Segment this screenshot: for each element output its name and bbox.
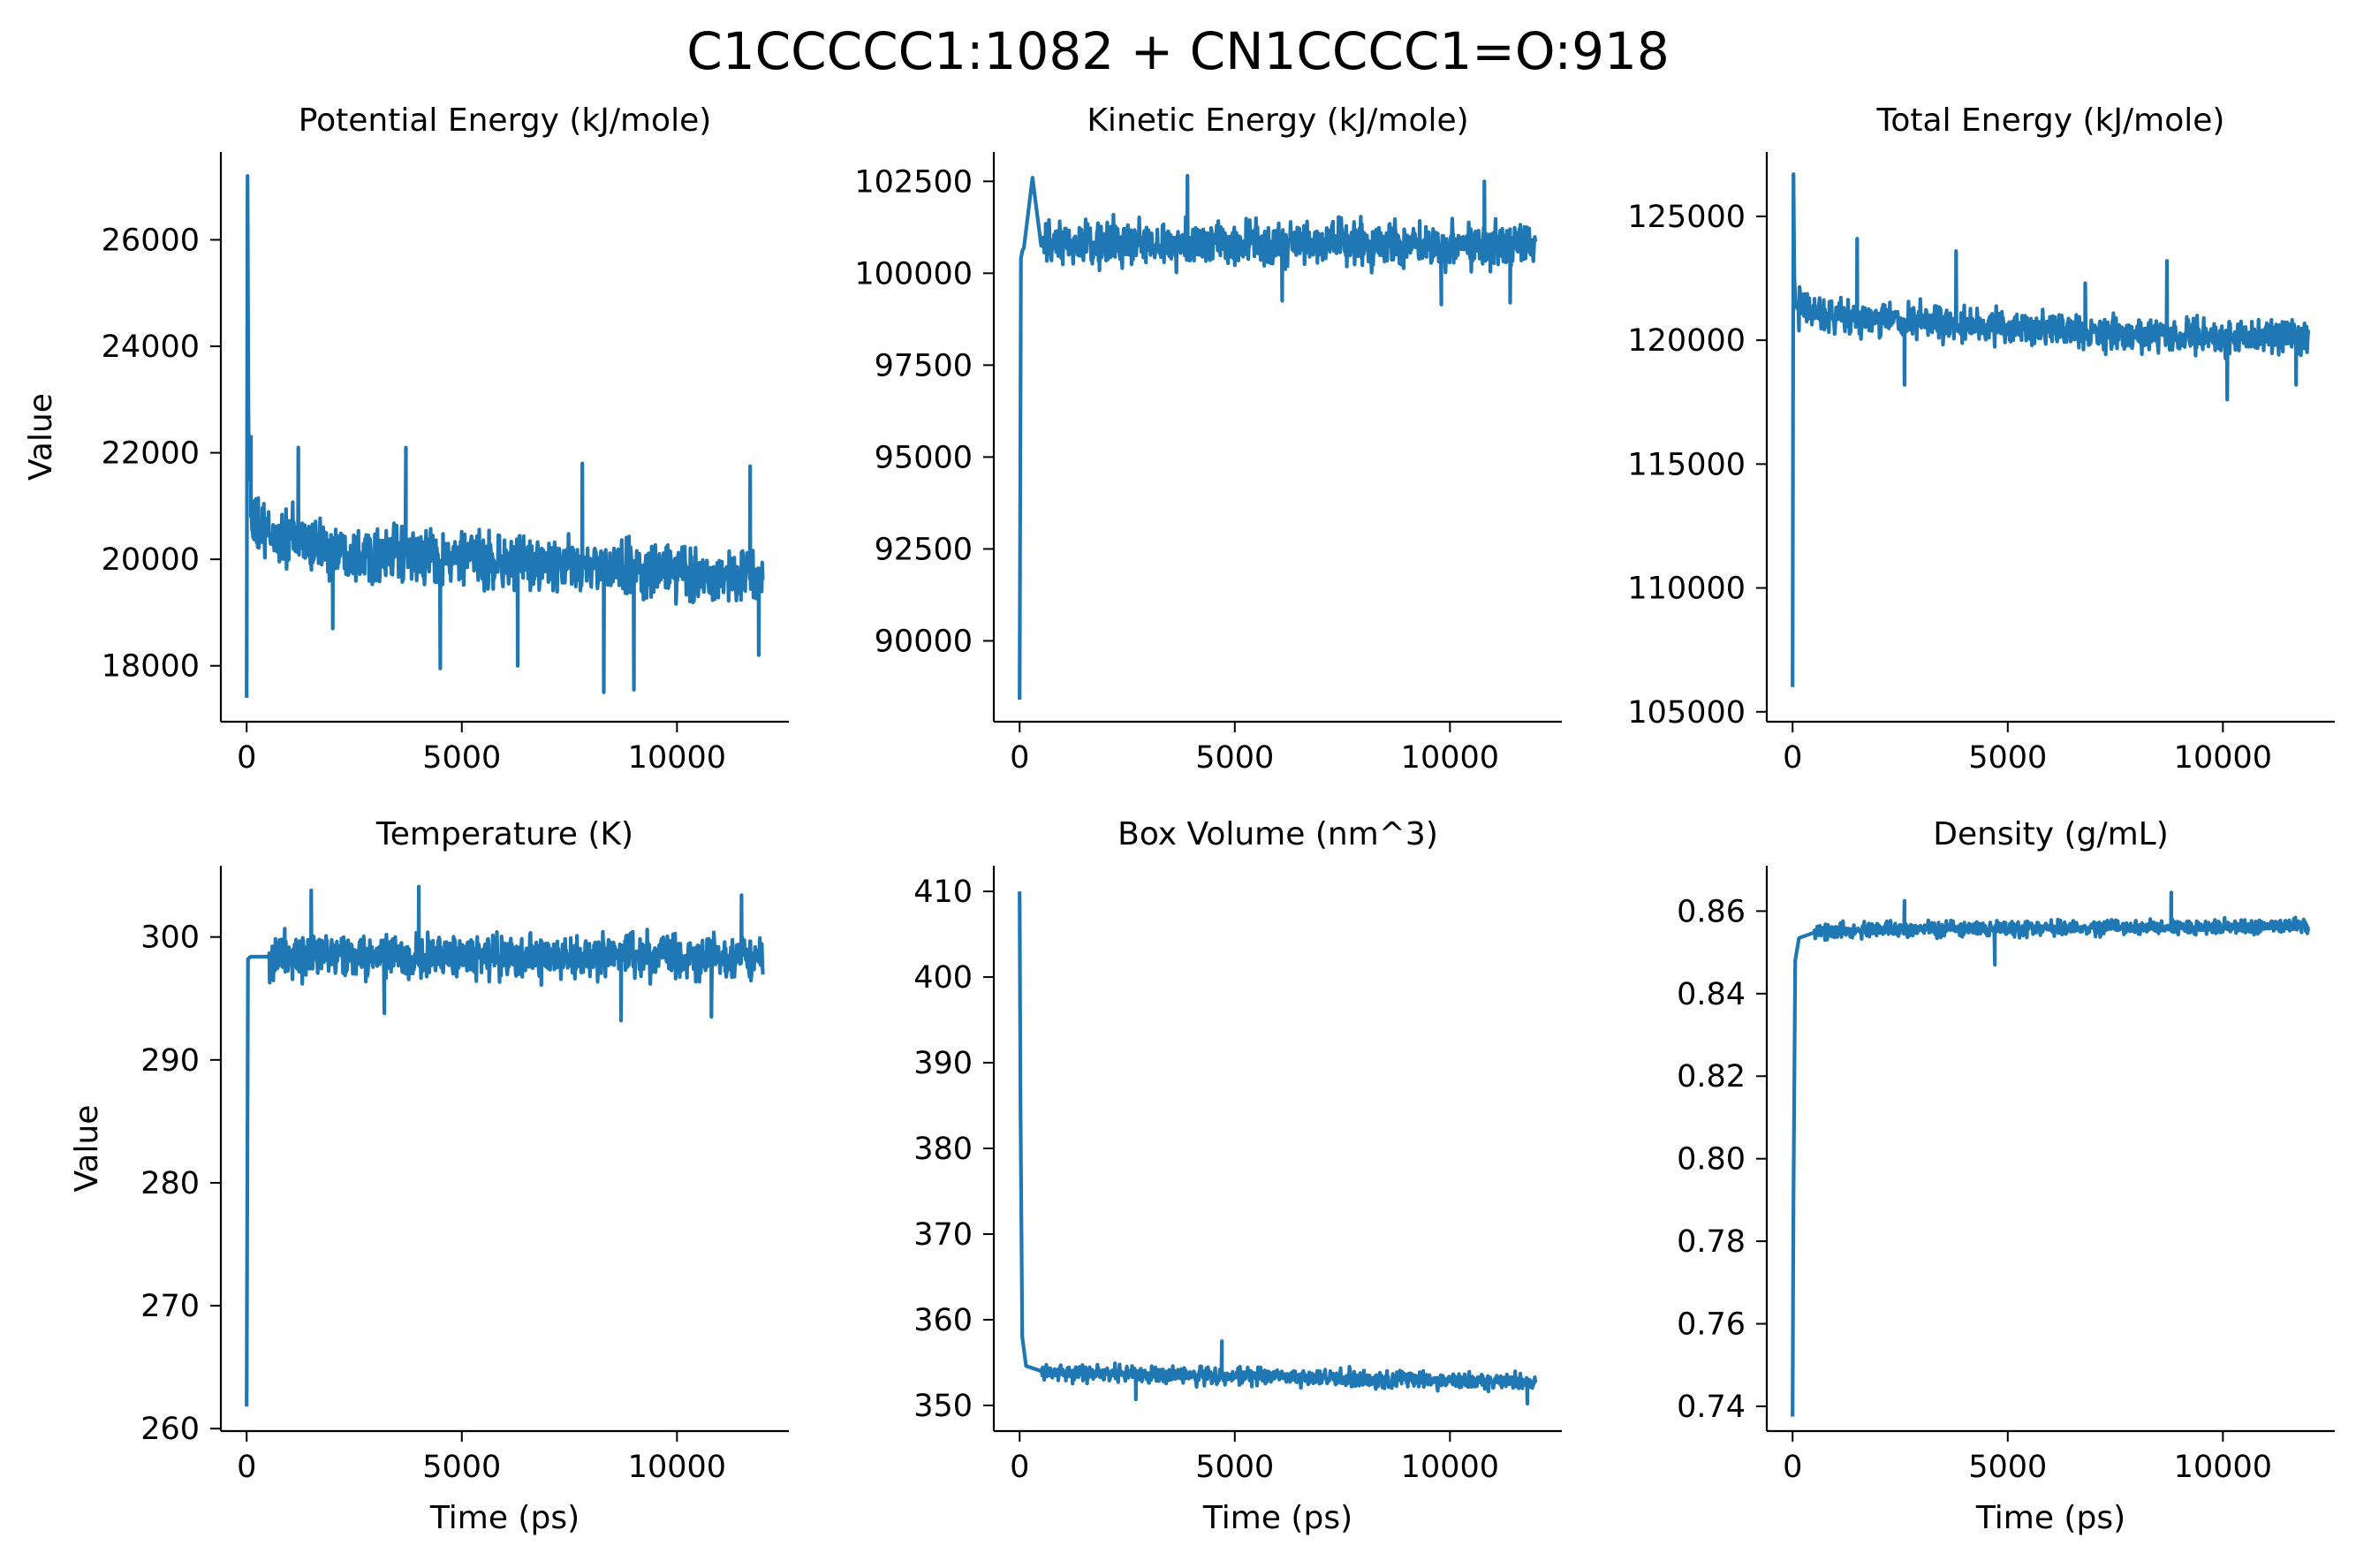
figure-title: C1CCCCC1:1082 + CN1CCCC1=O:918 bbox=[686, 21, 1670, 81]
y-tick-label: 92500 bbox=[875, 532, 973, 567]
y-tick-label: 90000 bbox=[875, 624, 973, 659]
subplot-title: Temperature (K) bbox=[375, 816, 633, 852]
y-tick-label: 97500 bbox=[875, 348, 973, 383]
x-tick-label: 0 bbox=[1010, 1450, 1029, 1485]
subplot-5: Box Volume (nm^3) 0 5000 10000 350 360 370 380 3… bbox=[913, 816, 1562, 1536]
x-tick-label: 10000 bbox=[628, 1450, 726, 1485]
subplot-4: Temperature (K) 0 5000 10000 260 270 280 290 300… bbox=[69, 816, 789, 1536]
y-tick-label: 110000 bbox=[1627, 572, 1746, 607]
subplot-2: Kinetic Energy (kJ/mole) 0 5000 10000 90000 9… bbox=[854, 102, 1562, 776]
y-tick-label: 20000 bbox=[102, 542, 200, 578]
y-tick-label: 0.82 bbox=[1677, 1059, 1746, 1095]
y-tick-label: 260 bbox=[140, 1412, 200, 1447]
series-line-1 bbox=[1791, 890, 2311, 1417]
subplot-3: Total Energy (kJ/mole) 0 5000 10000 105000 11… bbox=[1627, 102, 2335, 776]
x-axis-label: Time (ps) bbox=[1975, 1500, 2125, 1536]
y-tick-label: 18000 bbox=[102, 649, 200, 685]
y-tick-label: 380 bbox=[913, 1132, 973, 1167]
y-tick-label: 370 bbox=[913, 1217, 973, 1253]
y-tick-label: 0.86 bbox=[1677, 894, 1746, 929]
x-tick-label: 10000 bbox=[628, 740, 726, 776]
y-tick-label: 102500 bbox=[854, 164, 973, 200]
y-tick-label: 360 bbox=[913, 1303, 973, 1338]
subplot-title: Potential Energy (kJ/mole) bbox=[299, 102, 712, 139]
y-tick-label: 410 bbox=[913, 875, 973, 910]
y-tick-label: 290 bbox=[140, 1043, 200, 1079]
y-tick-label: 26000 bbox=[102, 223, 200, 258]
y-tick-label: 270 bbox=[140, 1289, 200, 1324]
x-tick-label: 5000 bbox=[1968, 1450, 2047, 1485]
y-tick-label: 120000 bbox=[1627, 323, 1746, 359]
x-tick-label: 0 bbox=[1783, 1450, 1802, 1485]
x-tick-label: 5000 bbox=[1195, 740, 1274, 776]
x-tick-label: 5000 bbox=[422, 1450, 501, 1485]
subplot-title: Total Energy (kJ/mole) bbox=[1876, 102, 2225, 139]
subplot-title: Box Volume (nm^3) bbox=[1117, 816, 1438, 852]
y-tick-label: 280 bbox=[140, 1166, 200, 1201]
y-tick-label: 390 bbox=[913, 1046, 973, 1081]
y-tick-label: 22000 bbox=[102, 436, 200, 472]
y-axis-label: Value bbox=[23, 393, 59, 481]
subplot-title: Kinetic Energy (kJ/mole) bbox=[1087, 102, 1468, 139]
x-tick-label: 10000 bbox=[2174, 1450, 2272, 1485]
x-tick-label: 5000 bbox=[1968, 740, 2047, 776]
x-axis-label: Time (ps) bbox=[429, 1500, 580, 1536]
x-axis-label: Time (ps) bbox=[1202, 1500, 1352, 1536]
y-axis-label: Value bbox=[69, 1105, 105, 1193]
series-line-1 bbox=[1018, 173, 1538, 701]
y-tick-label: 24000 bbox=[102, 330, 200, 365]
y-tick-label: 95000 bbox=[875, 440, 973, 475]
y-tick-label: 0.84 bbox=[1677, 977, 1746, 1012]
x-tick-label: 10000 bbox=[1401, 740, 1499, 776]
x-tick-label: 0 bbox=[1783, 740, 1802, 776]
x-tick-label: 0 bbox=[237, 1450, 256, 1485]
subplot-title: Density (g/mL) bbox=[1933, 816, 2169, 852]
y-tick-label: 0.78 bbox=[1677, 1224, 1746, 1260]
y-tick-label: 105000 bbox=[1627, 695, 1746, 731]
series-line-1 bbox=[245, 884, 765, 1407]
y-tick-label: 0.76 bbox=[1677, 1307, 1746, 1343]
x-tick-label: 0 bbox=[1010, 740, 1029, 776]
subplot-1: Potential Energy (kJ/mole) 0 5000 10000 1800… bbox=[23, 102, 789, 776]
y-tick-label: 350 bbox=[913, 1389, 973, 1424]
x-tick-label: 10000 bbox=[2174, 740, 2272, 776]
y-tick-label: 125000 bbox=[1627, 200, 1746, 235]
series-line-1 bbox=[245, 174, 765, 698]
x-tick-label: 5000 bbox=[1195, 1450, 1274, 1485]
x-tick-label: 0 bbox=[237, 740, 256, 776]
y-tick-label: 0.80 bbox=[1677, 1142, 1746, 1178]
y-tick-label: 115000 bbox=[1627, 447, 1746, 482]
y-tick-label: 400 bbox=[913, 960, 973, 996]
y-tick-label: 0.74 bbox=[1677, 1390, 1746, 1425]
series-line-1 bbox=[1018, 891, 1538, 1406]
series-line-1 bbox=[1791, 172, 2311, 687]
x-tick-label: 5000 bbox=[422, 740, 501, 776]
y-tick-label: 100000 bbox=[854, 256, 973, 292]
x-tick-label: 10000 bbox=[1401, 1450, 1499, 1485]
y-tick-label: 300 bbox=[140, 920, 200, 956]
subplot-6: Density (g/mL) 0 5000 10000 0.74 0.76 0.78 0.80… bbox=[1677, 816, 2335, 1536]
